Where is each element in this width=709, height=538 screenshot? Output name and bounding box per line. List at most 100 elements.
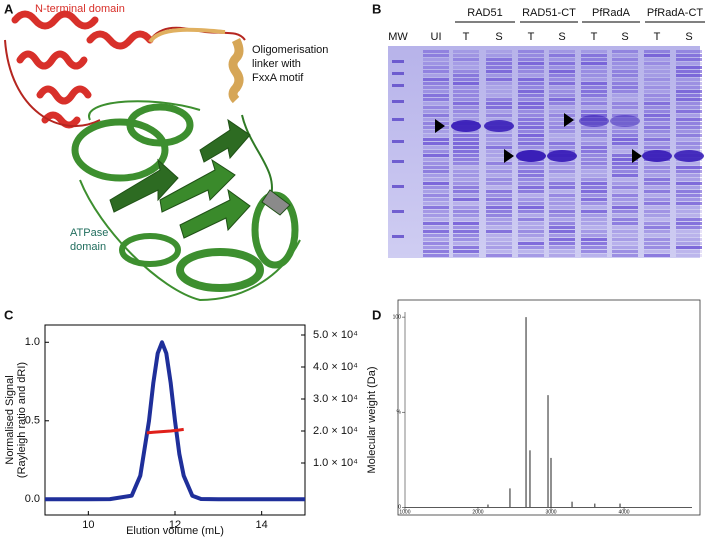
- band: [676, 242, 702, 245]
- x-tick-label: 1000: [399, 509, 410, 515]
- band: [453, 162, 479, 165]
- band: [644, 218, 670, 221]
- band: [518, 62, 544, 65]
- band: [581, 154, 607, 157]
- x-axis-label: Elution volume (mL): [126, 525, 224, 537]
- band: [581, 190, 607, 193]
- band: [644, 110, 670, 113]
- band: [581, 194, 607, 197]
- band: [453, 138, 479, 141]
- band: [453, 174, 479, 177]
- band: [486, 250, 512, 253]
- band: [644, 78, 670, 81]
- domain-label: ATPase: [70, 227, 108, 239]
- band: [644, 214, 670, 217]
- band: [486, 230, 512, 233]
- band: [644, 126, 670, 129]
- band: [423, 70, 449, 73]
- band: [581, 186, 607, 189]
- band: [612, 110, 638, 113]
- band: [423, 226, 449, 229]
- band: [549, 50, 575, 53]
- band: [453, 186, 479, 189]
- band: [549, 198, 575, 201]
- band: [581, 234, 607, 237]
- band: [423, 170, 449, 173]
- band: [612, 214, 638, 217]
- band: [486, 134, 512, 137]
- band: [612, 222, 638, 225]
- band: [612, 78, 638, 81]
- band: [423, 86, 449, 89]
- band: [644, 138, 670, 141]
- band: [453, 246, 479, 249]
- band: [423, 142, 449, 145]
- band: [644, 50, 670, 53]
- band: [644, 122, 670, 125]
- y-tick-label: 0.0: [25, 493, 40, 505]
- y2-tick-label: 2.0 × 10⁴: [313, 425, 358, 437]
- band: [549, 254, 575, 257]
- band: [453, 70, 479, 73]
- band: [453, 154, 479, 157]
- band: [453, 242, 479, 245]
- band: [612, 134, 638, 137]
- band: [453, 146, 479, 149]
- band: [581, 242, 607, 245]
- band: [423, 138, 449, 141]
- band: [549, 222, 575, 225]
- band: [549, 210, 575, 213]
- band: [423, 162, 449, 165]
- band: [453, 118, 479, 121]
- band: [486, 106, 512, 109]
- band: [518, 162, 544, 165]
- band: [518, 246, 544, 249]
- band: [549, 170, 575, 173]
- band: [612, 54, 638, 57]
- marker-band: [392, 118, 404, 121]
- band: [676, 58, 702, 61]
- band: [644, 90, 670, 93]
- lane-label: T: [654, 31, 661, 43]
- band: [581, 158, 607, 161]
- band: [518, 66, 544, 69]
- band: [518, 138, 544, 141]
- band: [549, 98, 575, 101]
- band: [549, 182, 575, 185]
- band: [644, 86, 670, 89]
- band: [518, 222, 544, 225]
- band: [453, 206, 479, 209]
- band: [549, 174, 575, 177]
- band: [423, 98, 449, 101]
- band: [676, 254, 702, 257]
- band: [518, 74, 544, 77]
- band: [486, 170, 512, 173]
- band: [486, 238, 512, 241]
- band: [423, 194, 449, 197]
- protein-structure: [4, 10, 301, 302]
- band: [612, 250, 638, 253]
- band: [453, 74, 479, 77]
- band: [581, 54, 607, 57]
- band: [423, 118, 449, 121]
- band: [486, 202, 512, 205]
- band: [518, 134, 544, 137]
- band: [518, 166, 544, 169]
- band: [486, 194, 512, 197]
- y-tick-label: %: [397, 410, 402, 416]
- band: [581, 58, 607, 61]
- band: [423, 146, 449, 149]
- band: [612, 218, 638, 221]
- band: [453, 222, 479, 225]
- band: [453, 94, 479, 97]
- band: [518, 106, 544, 109]
- band: [518, 78, 544, 81]
- band: [581, 134, 607, 137]
- band: [676, 142, 702, 145]
- band: [612, 170, 638, 173]
- band: [676, 106, 702, 109]
- band: [423, 82, 449, 85]
- band: [549, 194, 575, 197]
- band: [518, 226, 544, 229]
- band: [423, 218, 449, 221]
